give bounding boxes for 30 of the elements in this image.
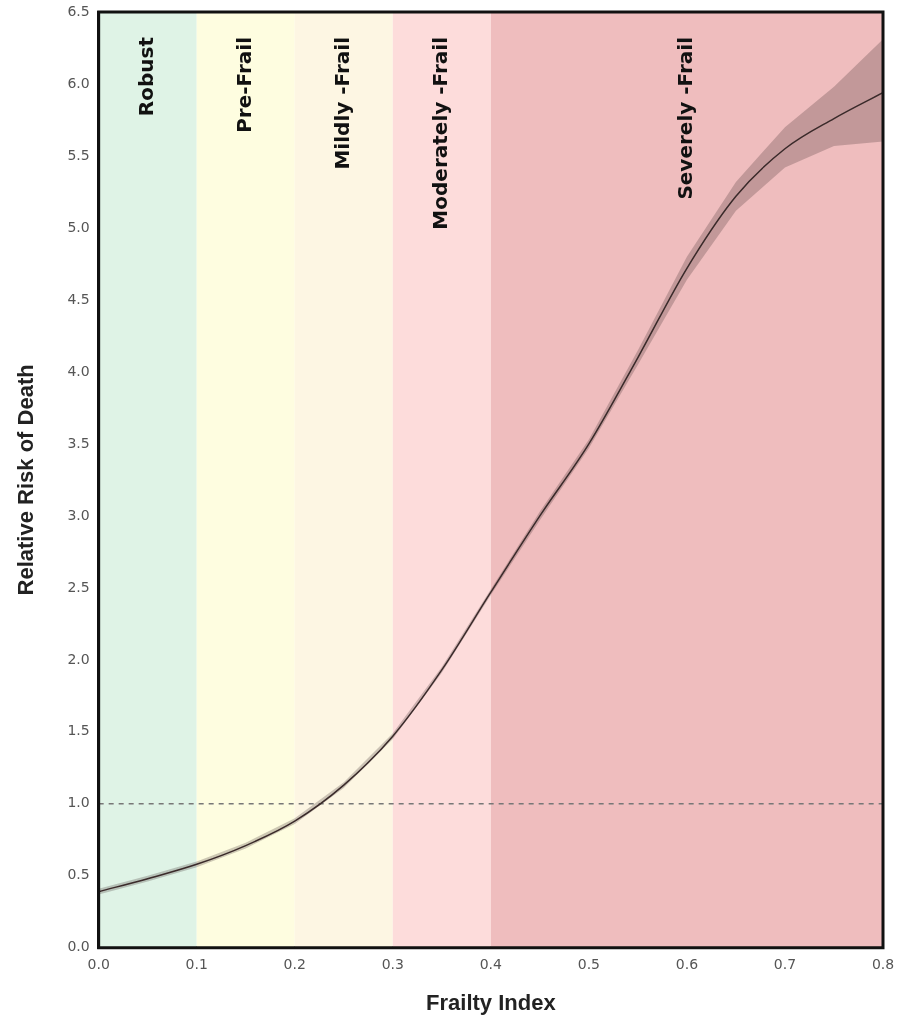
y-tick-label: 3.5 [67, 434, 90, 451]
y-tick-label: 6.5 [67, 2, 90, 19]
x-tick-label: 0.5 [577, 955, 601, 972]
x-tick-label: 0.1 [185, 955, 208, 972]
band-label: Mildly -Frail [329, 37, 354, 170]
y-tick-label: 6.0 [67, 74, 90, 91]
x-tick-label: 0.7 [773, 955, 797, 972]
y-tick-label: 2.5 [67, 578, 90, 595]
y-tick-label: 5.5 [67, 146, 90, 163]
x-tick-label: 0.6 [675, 955, 699, 972]
y-tick-label: 4.0 [67, 362, 90, 379]
band-label: Pre-Frail [231, 37, 256, 133]
x-tick-label: 0.3 [381, 955, 404, 972]
x-tick-label: 0.8 [871, 955, 895, 972]
y-axis-title: Relative Risk of Death [13, 364, 39, 596]
y-tick-label: 0.0 [67, 938, 90, 955]
band-label: Severely -Frail [673, 37, 698, 200]
y-tick-label: 1.5 [67, 722, 90, 739]
x-tick-label: 0.4 [479, 955, 503, 972]
band-label: Moderately -Frail [428, 37, 453, 230]
y-tick-label: 2.0 [67, 650, 90, 667]
y-tick-label: 3.0 [67, 506, 90, 523]
x-tick-label: 0.0 [87, 955, 110, 972]
y-tick-label: 5.0 [67, 218, 90, 235]
y-tick-label: 4.5 [67, 290, 90, 307]
y-tick-label: 1.0 [67, 794, 90, 811]
band-label: Robust [133, 36, 158, 117]
y-tick-label: 0.5 [67, 866, 90, 883]
x-tick-label: 0.2 [283, 955, 306, 972]
x-axis-title: Frailty Index [426, 989, 557, 1015]
